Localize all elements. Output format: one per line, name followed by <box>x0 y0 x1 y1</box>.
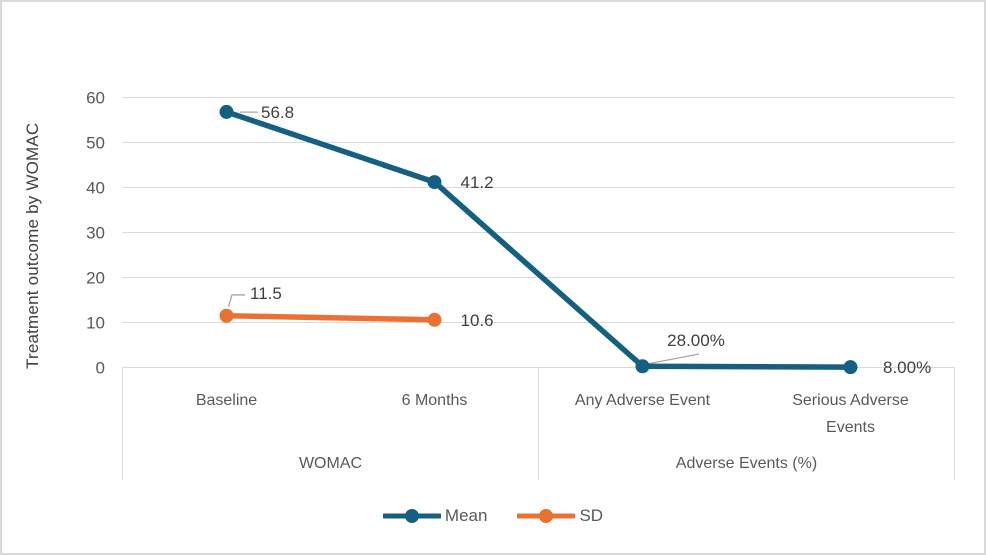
series-line-sd <box>223 313 438 323</box>
y-tick-label: 10 <box>86 314 105 333</box>
category-label: 6 Months <box>402 392 468 409</box>
data-label-leader-line <box>646 353 700 365</box>
sd-series-line-icon <box>517 509 576 523</box>
data-point-mean <box>843 360 858 375</box>
legend-label-mean: Mean <box>444 506 488 525</box>
category-label: Any Adverse Event <box>575 392 711 409</box>
axis-group-label: WOMAC <box>299 455 362 472</box>
legend-item-sd: SD <box>517 506 603 526</box>
data-label: 56.8 <box>261 103 294 122</box>
data-label: 41.2 <box>461 173 494 192</box>
data-point-mean <box>635 359 650 374</box>
data-label-leader-line <box>227 294 245 308</box>
legend: Mean SD <box>2 506 984 526</box>
data-point-mean <box>427 175 442 190</box>
mean-series-line-icon <box>382 509 441 523</box>
legend-label-sd: SD <box>579 506 604 525</box>
y-tick-label: 30 <box>86 224 105 243</box>
data-label: 10.6 <box>461 311 494 330</box>
series-line-mean <box>223 109 854 370</box>
category-label: Serious Adverse <box>792 392 909 409</box>
category-label: Baseline <box>196 392 257 409</box>
y-tick-label: 0 <box>96 359 105 378</box>
data-label: 11.5 <box>250 284 282 303</box>
data-point-mean <box>219 104 234 119</box>
category-label: Events <box>826 419 875 436</box>
y-tick-label: 50 <box>86 134 105 153</box>
y-tick-label: 40 <box>86 179 105 198</box>
y-tick-label: 60 <box>86 89 105 108</box>
legend-item-mean: Mean <box>382 506 488 526</box>
data-label: 28.00% <box>667 331 725 350</box>
data-point-sd <box>219 308 234 323</box>
data-point-sd <box>427 312 442 327</box>
axis-group-label: Adverse Events (%) <box>676 455 817 472</box>
y-tick-label: 20 <box>86 269 105 288</box>
data-label: 8.00% <box>883 358 931 377</box>
